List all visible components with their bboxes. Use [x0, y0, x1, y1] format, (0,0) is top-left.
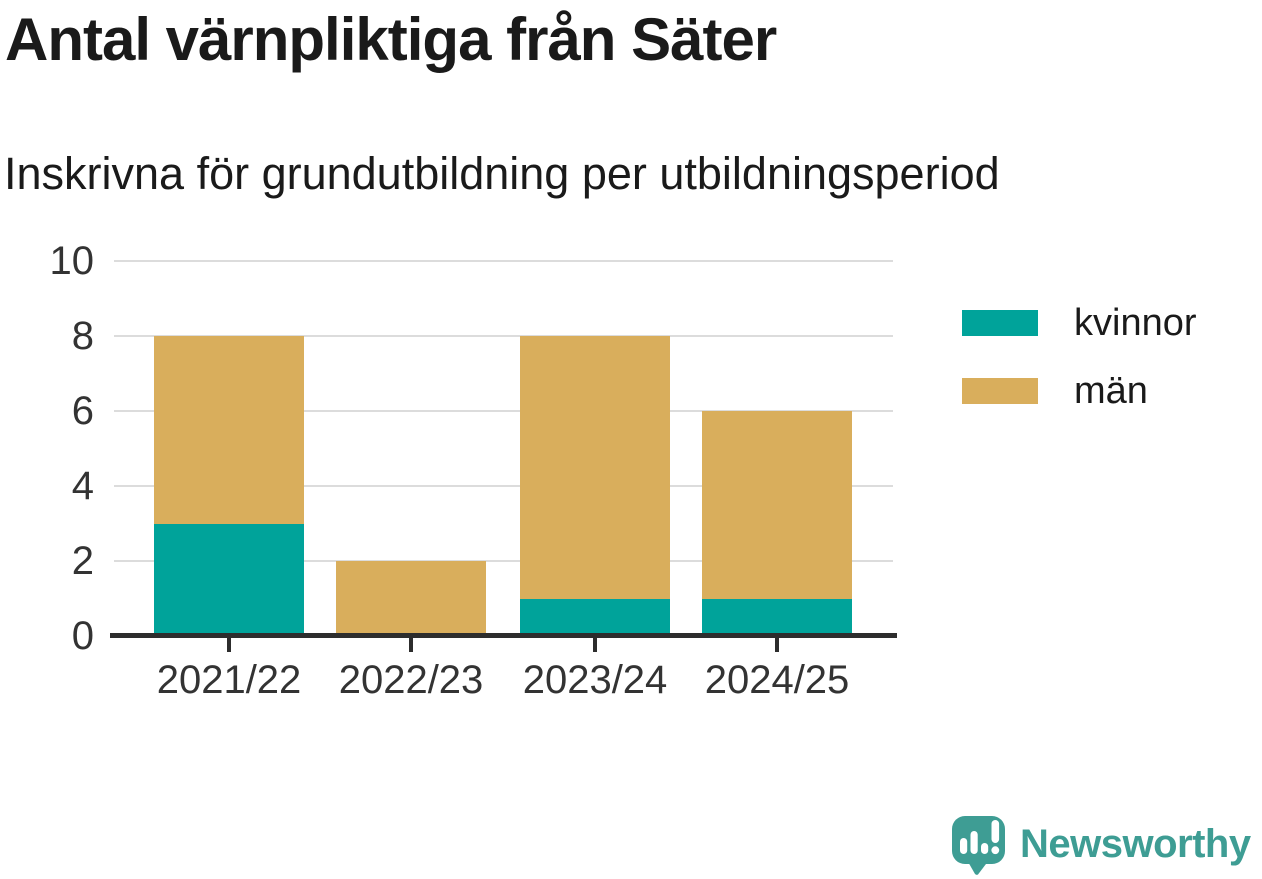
- x-axis-tick: [227, 638, 231, 652]
- chart-subtitle: Inskrivna för grundutbildning per utbild…: [4, 148, 1000, 199]
- newsworthy-logo-text: Newsworthy: [1020, 822, 1251, 866]
- y-tick-label: 0: [71, 614, 94, 658]
- legend-swatch-kvinnor: [962, 310, 1038, 336]
- bar-segment-män-2021-22: [154, 336, 304, 524]
- y-tick-label: 8: [71, 314, 94, 358]
- y-tick-label: 4: [71, 464, 94, 508]
- legend: kvinnor män: [962, 304, 1197, 410]
- legend-item-kvinnor: kvinnor: [962, 304, 1197, 342]
- gridline-y-4: [114, 485, 893, 487]
- x-axis-tick: [775, 638, 779, 652]
- x-tick-label: 2024/25: [704, 658, 850, 702]
- legend-label-kvinnor: kvinnor: [1074, 302, 1197, 344]
- bar-segment-kvinnor-2024-25: [702, 598, 852, 636]
- bar-segment-kvinnor-2021-22: [154, 523, 304, 636]
- x-axis-tick: [593, 638, 597, 652]
- legend-swatch-män: [962, 378, 1038, 404]
- x-axis-line: [110, 633, 897, 638]
- gridline-y-8: [114, 335, 893, 337]
- bar-segment-män-2022-23: [336, 561, 486, 636]
- bar-segment-kvinnor-2023-24: [520, 598, 670, 636]
- gridline-y-2: [114, 560, 893, 562]
- gridline-y-10: [114, 260, 893, 262]
- x-axis-tick: [409, 638, 413, 652]
- newsworthy-logo-icon: [952, 816, 1005, 875]
- y-tick-label: 6: [71, 389, 94, 433]
- legend-label-män: män: [1074, 370, 1148, 412]
- legend-item-män: män: [962, 372, 1197, 410]
- x-tick-label: 2022/23: [338, 658, 484, 702]
- chart-title: Antal värnpliktiga från Säter: [5, 6, 777, 73]
- newsworthy-logo: Newsworthy: [950, 812, 1251, 876]
- y-tick-label: 2: [71, 539, 94, 583]
- bar-segment-män-2024-25: [702, 411, 852, 599]
- bar-segment-män-2023-24: [520, 336, 670, 599]
- y-tick-label: 10: [49, 239, 95, 283]
- x-tick-label: 2023/24: [522, 658, 668, 702]
- gridline-y-6: [114, 410, 893, 412]
- x-tick-label: 2021/22: [156, 658, 302, 702]
